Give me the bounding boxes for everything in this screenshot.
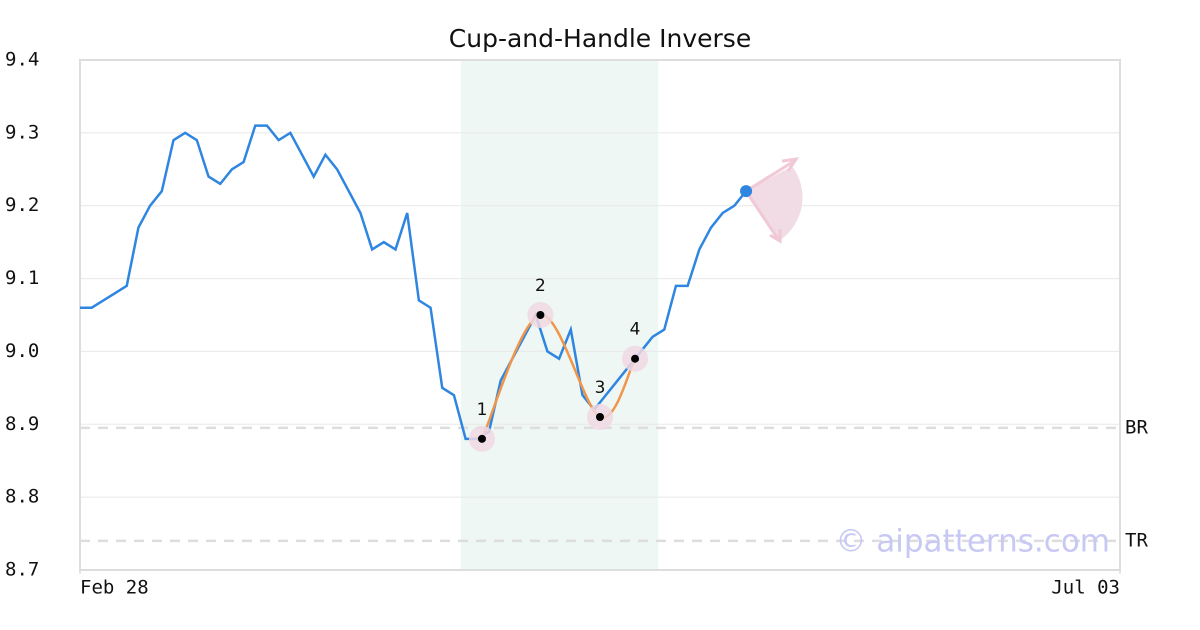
pattern-point xyxy=(477,434,486,443)
pattern-label: 1 xyxy=(477,400,488,420)
watermark: © aipatterns.com xyxy=(835,524,1110,560)
reference-label: TR xyxy=(1125,529,1148,551)
x-tick-label: Feb 28 xyxy=(80,577,149,599)
last-point xyxy=(740,185,753,198)
y-tick-label: 8.9 xyxy=(5,413,39,435)
pattern-label: 3 xyxy=(595,378,606,398)
pattern-label: 2 xyxy=(535,276,546,296)
chart-title: Cup-and-Handle Inverse xyxy=(449,24,751,53)
pattern-point xyxy=(631,354,640,363)
y-tick-label: 8.8 xyxy=(5,486,39,508)
pattern-point xyxy=(596,413,604,421)
y-tick-label: 8.7 xyxy=(5,559,39,581)
direction-wedge xyxy=(746,166,803,241)
y-tick-label: 9.4 xyxy=(5,49,39,71)
y-tick-label: 9.0 xyxy=(5,340,39,362)
y-tick-label: 9.1 xyxy=(5,267,39,289)
reference-label: BR xyxy=(1125,416,1148,438)
direction-arrow xyxy=(744,157,800,244)
y-tick-label: 9.2 xyxy=(5,194,39,216)
plot-frame xyxy=(79,59,1121,571)
y-tick-label: 9.3 xyxy=(5,121,39,143)
pattern-line xyxy=(480,313,637,440)
pattern-point xyxy=(536,311,545,319)
x-tick-label: Jul 03 xyxy=(1051,577,1120,599)
highlight-region xyxy=(460,60,659,570)
pattern-label: 4 xyxy=(630,320,641,340)
